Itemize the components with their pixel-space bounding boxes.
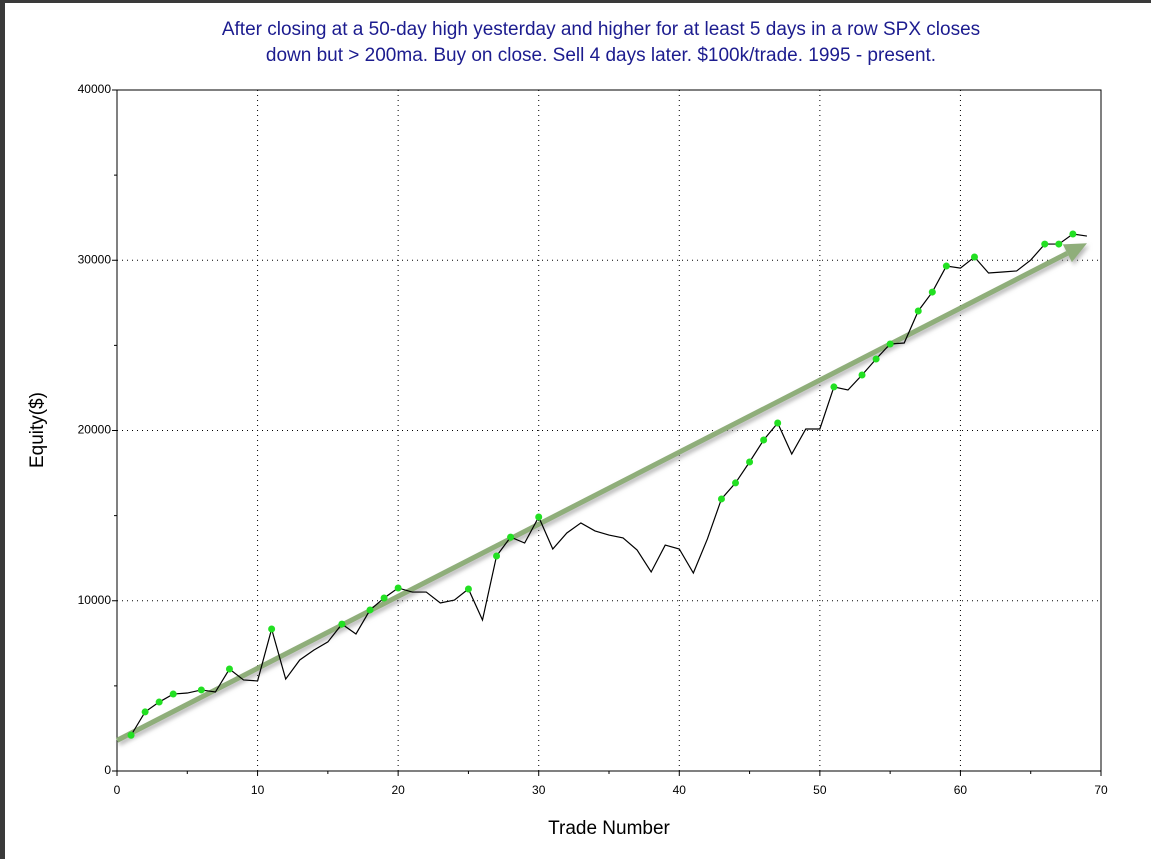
arrow-shaft (115, 251, 1069, 743)
new-high-dot (746, 458, 754, 466)
x-tick-label: 10 (251, 783, 265, 797)
y-tick-label: 20000 (78, 423, 112, 437)
chart-title: After closing at a 50-day high yesterday… (222, 19, 980, 40)
x-axis-label: Trade Number (548, 818, 670, 839)
new-high-dot (732, 479, 740, 487)
new-high-dot (717, 495, 725, 503)
window-border (0, 0, 5, 859)
new-high-dot (464, 585, 472, 593)
new-high-dot (394, 584, 402, 592)
new-high-dot (774, 419, 782, 427)
new-high-dot (830, 383, 838, 391)
new-high-dot (1069, 230, 1077, 238)
new-high-dot (858, 371, 866, 379)
new-high-dot (535, 513, 543, 521)
new-high-dot (928, 288, 936, 296)
y-tick-label: 0 (104, 763, 111, 777)
new-high-dot (197, 686, 205, 694)
new-high-dot (1055, 240, 1063, 248)
x-tick-label: 70 (1094, 783, 1108, 797)
new-high-dot (225, 665, 233, 673)
new-high-dot (366, 606, 374, 614)
y-tick-label: 40000 (78, 82, 112, 96)
new-high-dot (127, 731, 135, 739)
arrow-head (1062, 243, 1087, 263)
new-high-dot (507, 533, 515, 541)
chart-title: down but > 200ma. Buy on close. Sell 4 d… (266, 45, 936, 66)
new-high-dot (268, 625, 276, 633)
new-high-dot (914, 307, 922, 315)
new-high-dot (886, 340, 894, 348)
new-high-dot (169, 690, 177, 698)
x-tick-label: 60 (954, 783, 968, 797)
new-high-dot (970, 253, 978, 261)
new-high-dot (872, 355, 880, 363)
window-border (0, 0, 1151, 3)
new-high-dot (338, 620, 346, 628)
y-axis-label: Equity($) (27, 392, 48, 468)
x-tick-label: 50 (813, 783, 827, 797)
x-tick-label: 40 (673, 783, 687, 797)
new-high-dot (942, 262, 950, 270)
new-high-dot (760, 436, 768, 444)
x-tick-label: 30 (532, 783, 546, 797)
x-tick-label: 20 (391, 783, 405, 797)
new-high-dot (493, 552, 501, 560)
new-high-dot (141, 708, 149, 716)
new-high-dot (155, 698, 163, 706)
equity-line (130, 233, 1088, 736)
new-high-dot (1041, 240, 1049, 248)
x-tick-label: 0 (114, 783, 121, 797)
trend-arrow (115, 243, 1087, 743)
new-high-dot (380, 594, 388, 602)
y-tick-label: 30000 (78, 252, 112, 266)
plot-area (116, 89, 1102, 772)
y-tick-label: 10000 (78, 593, 112, 607)
